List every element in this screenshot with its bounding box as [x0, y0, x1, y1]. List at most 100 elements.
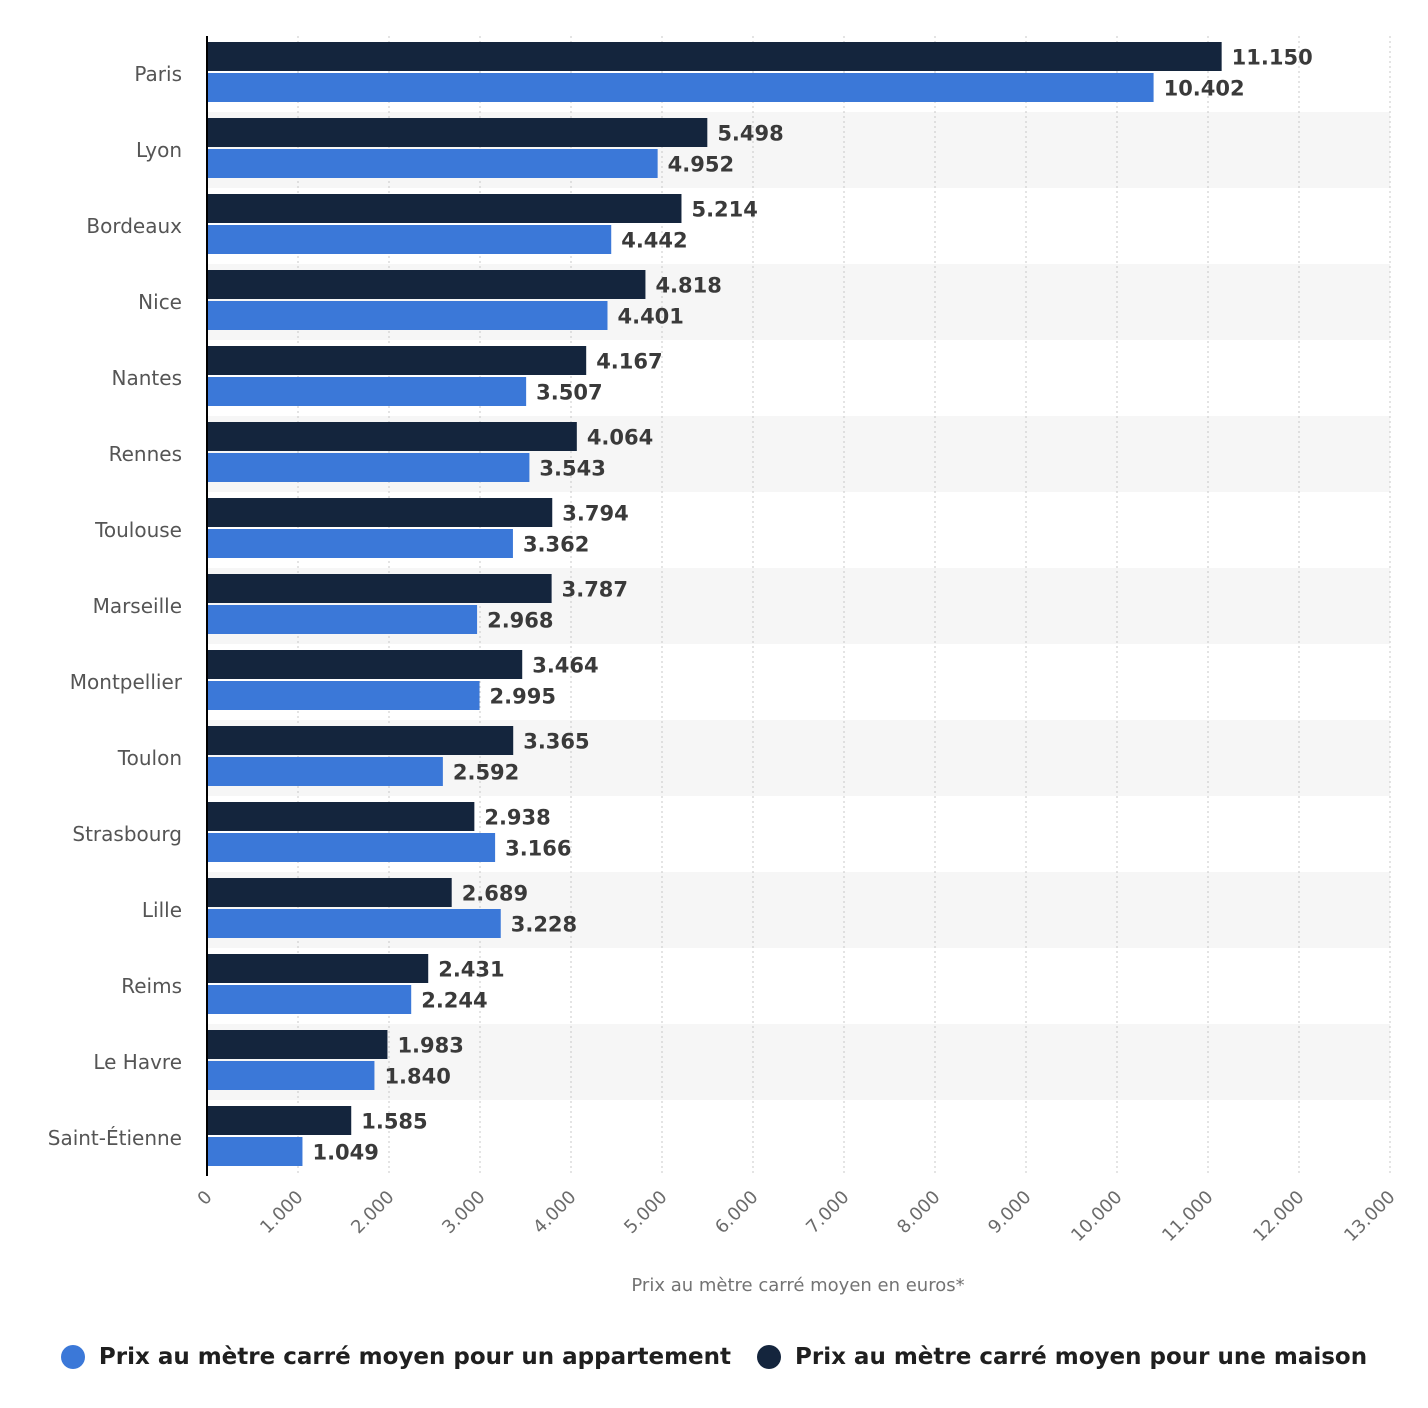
data-label: 10.402	[1164, 77, 1245, 101]
y-tick-label: Marseille	[93, 594, 182, 618]
data-label: 2.244	[421, 989, 487, 1013]
legend-item-appartement[interactable]: Prix au mètre carré moyen pour un appart…	[60, 1344, 731, 1370]
x-tick-label: 8.000	[893, 1187, 944, 1238]
x-tick-label: 6.000	[711, 1187, 762, 1238]
bar-appartement	[207, 529, 513, 558]
x-tick-label: 7.000	[802, 1187, 853, 1238]
x-tick-label: 0	[194, 1187, 217, 1210]
data-label: 4.818	[655, 274, 721, 298]
legend-marker	[60, 1345, 85, 1369]
bar-maison	[207, 954, 429, 983]
data-label: 3.787	[562, 578, 628, 602]
y-tick-label: Le Havre	[93, 1050, 182, 1074]
data-label: 2.592	[453, 761, 519, 785]
bar-maison	[207, 1106, 352, 1135]
legend-marker	[757, 1345, 781, 1369]
x-tick-label: 10.000	[1067, 1187, 1126, 1246]
data-label: 11.150	[1232, 46, 1313, 70]
bar-maison	[207, 346, 587, 375]
y-tick-label: Reims	[121, 974, 182, 998]
bar-appartement	[207, 301, 608, 330]
x-tick-label: 4.000	[529, 1187, 580, 1238]
x-tick-label: 12.000	[1249, 1187, 1308, 1246]
y-tick-label: Rennes	[109, 442, 182, 466]
data-label: 1.585	[361, 1110, 427, 1134]
bar-maison	[207, 574, 552, 603]
y-tick-label: Montpellier	[70, 670, 183, 694]
legend-label: Prix au mètre carré moyen pour une maiso…	[795, 1344, 1368, 1370]
bar-appartement	[207, 1137, 303, 1166]
bar-appartement	[207, 909, 501, 938]
bar-maison	[207, 118, 708, 147]
x-axis-title: Prix au mètre carré moyen en euros*	[631, 1275, 964, 1296]
data-label: 2.431	[438, 958, 504, 982]
bar-appartement	[207, 225, 612, 254]
data-label: 4.442	[621, 229, 687, 253]
data-label: 3.166	[505, 837, 571, 861]
legend-label: Prix au mètre carré moyen pour un appart…	[98, 1344, 731, 1370]
bar-maison	[207, 270, 646, 299]
data-label: 3.507	[536, 381, 602, 405]
data-label: 1.983	[397, 1034, 463, 1058]
bar-maison	[207, 726, 514, 755]
bar-appartement	[207, 985, 412, 1014]
y-tick-label: Lille	[142, 898, 182, 922]
data-label: 3.362	[523, 533, 589, 557]
row-band	[207, 1024, 1390, 1100]
y-tick-label: Lyon	[136, 138, 182, 162]
y-tick-label: Saint-Étienne	[48, 1126, 182, 1150]
bar-appartement	[207, 681, 480, 710]
bar-maison	[207, 1030, 388, 1059]
data-label: 2.968	[487, 609, 553, 633]
bar-appartement	[207, 377, 527, 406]
bar-appartement	[207, 453, 530, 482]
bar-maison	[207, 878, 452, 907]
data-label: 3.365	[523, 730, 589, 754]
y-tick-label: Toulon	[117, 746, 182, 770]
data-label: 4.952	[668, 153, 734, 177]
y-tick-label: Toulouse	[94, 518, 182, 542]
data-label: 4.401	[617, 305, 683, 329]
bar-maison	[207, 194, 682, 223]
x-tick-label: 2.000	[347, 1187, 398, 1238]
data-label: 4.167	[596, 350, 662, 374]
data-label: 2.995	[490, 685, 556, 709]
y-tick-label: Strasbourg	[72, 822, 182, 846]
bar-maison	[207, 42, 1222, 71]
x-tick-label: 1.000	[256, 1187, 307, 1238]
legend-item-maison[interactable]: Prix au mètre carré moyen pour une maiso…	[757, 1344, 1367, 1370]
data-label: 1.049	[312, 1141, 378, 1165]
data-label: 3.794	[562, 502, 628, 526]
bar-appartement	[207, 73, 1154, 102]
legend: Prix au mètre carré moyen pour un appart…	[0, 1344, 1428, 1370]
bar-appartement	[207, 757, 443, 786]
data-label: 2.938	[484, 806, 550, 830]
data-label: 3.464	[532, 654, 598, 678]
x-tick-label: 9.000	[984, 1187, 1035, 1238]
bar-maison	[207, 802, 475, 831]
x-tick-label: 11.000	[1158, 1187, 1217, 1246]
bar-appartement	[207, 605, 478, 634]
data-label: 4.064	[587, 426, 653, 450]
bar-appartement	[207, 149, 658, 178]
data-label: 5.214	[691, 198, 757, 222]
bar-maison	[207, 650, 523, 679]
bar-maison	[207, 498, 553, 527]
x-tick-label: 5.000	[620, 1187, 671, 1238]
data-label: 5.498	[717, 122, 783, 146]
data-label: 2.689	[462, 882, 528, 906]
bar-appartement	[207, 1061, 375, 1090]
y-tick-label: Bordeaux	[86, 214, 182, 238]
bar-maison	[207, 422, 577, 451]
data-label: 3.543	[539, 457, 605, 481]
data-label: 1.840	[384, 1065, 450, 1089]
y-tick-label: Paris	[134, 62, 182, 86]
bar-appartement	[207, 833, 496, 862]
y-tick-label: Nice	[138, 290, 182, 314]
data-label: 3.228	[511, 913, 577, 937]
x-tick-label: 3.000	[438, 1187, 489, 1238]
y-tick-label: Nantes	[112, 366, 182, 390]
x-tick-label: 13.000	[1340, 1187, 1399, 1246]
